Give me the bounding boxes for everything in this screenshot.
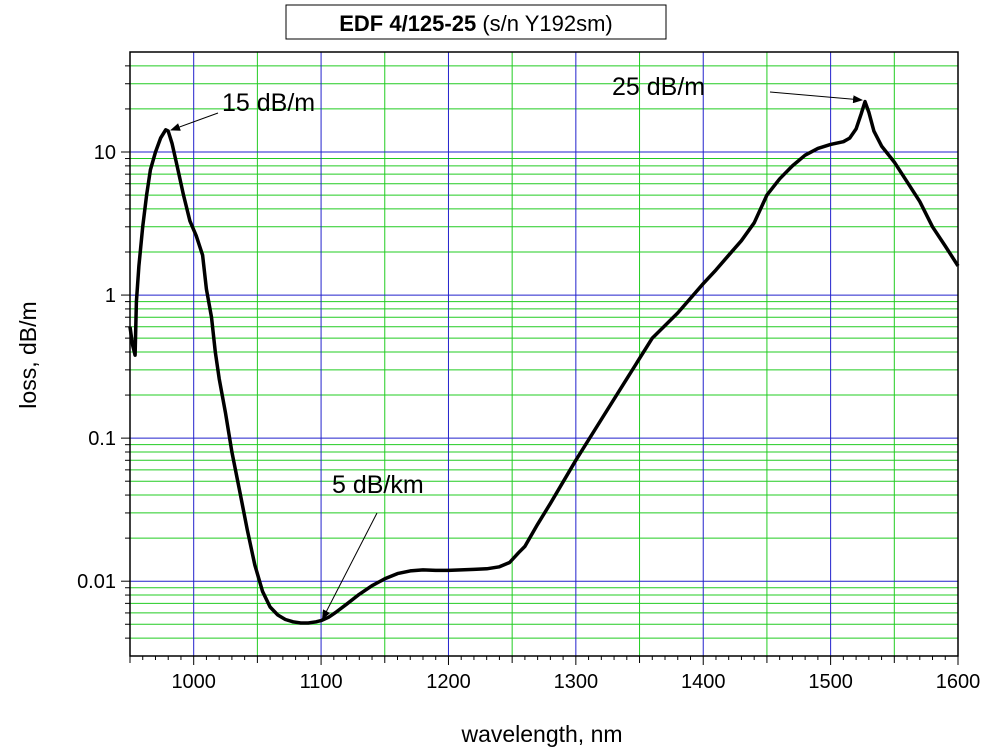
x-axis-title: wavelength, nm: [460, 721, 622, 747]
annotation-label: 5 dB/km: [332, 471, 424, 499]
x-tick-label: 1100: [300, 671, 343, 693]
annotation-label: 15 dB/m: [222, 89, 315, 117]
y-tick-label: 0.01: [77, 571, 116, 593]
chart-title-bold: EDF 4/125-25: [339, 11, 476, 36]
series-layer: [128, 99, 960, 625]
loss-curve: [128, 99, 960, 625]
x-tick-label: 1200: [426, 671, 471, 693]
annotations: 15 dB/m 5 dB/km 25 dB/m: [170, 73, 864, 621]
x-tick-label: 1600: [936, 671, 981, 693]
chart-title-rest: (s/n Y192sm): [476, 11, 613, 36]
annotation-arrow: [170, 112, 219, 131]
y-tick-label: 10: [94, 142, 116, 164]
major-grid: [130, 52, 958, 656]
tick-labels: 1000 1100 1200 1300 1400 1500 1600 0.01 0.1 1 10: [77, 142, 980, 693]
axis-ticks: [121, 65, 959, 665]
annotation-arrow: [321, 512, 378, 621]
plot-frame: [129, 51, 959, 657]
annotation-arrow: [769, 91, 864, 104]
y-tick-label: 1: [105, 285, 116, 307]
annotation-label: 25 dB/m: [612, 73, 705, 101]
y-axis-title: loss, dB/m: [15, 301, 41, 408]
x-tick-label: 1400: [681, 671, 726, 693]
x-tick-label: 1000: [171, 671, 216, 693]
x-tick-label: 1300: [554, 671, 599, 693]
x-tick-label: 1500: [808, 671, 853, 693]
y-tick-label: 0.1: [88, 428, 116, 450]
chart-title: EDF 4/125-25 (s/n Y192sm): [339, 11, 613, 36]
title-box: [285, 4, 667, 40]
